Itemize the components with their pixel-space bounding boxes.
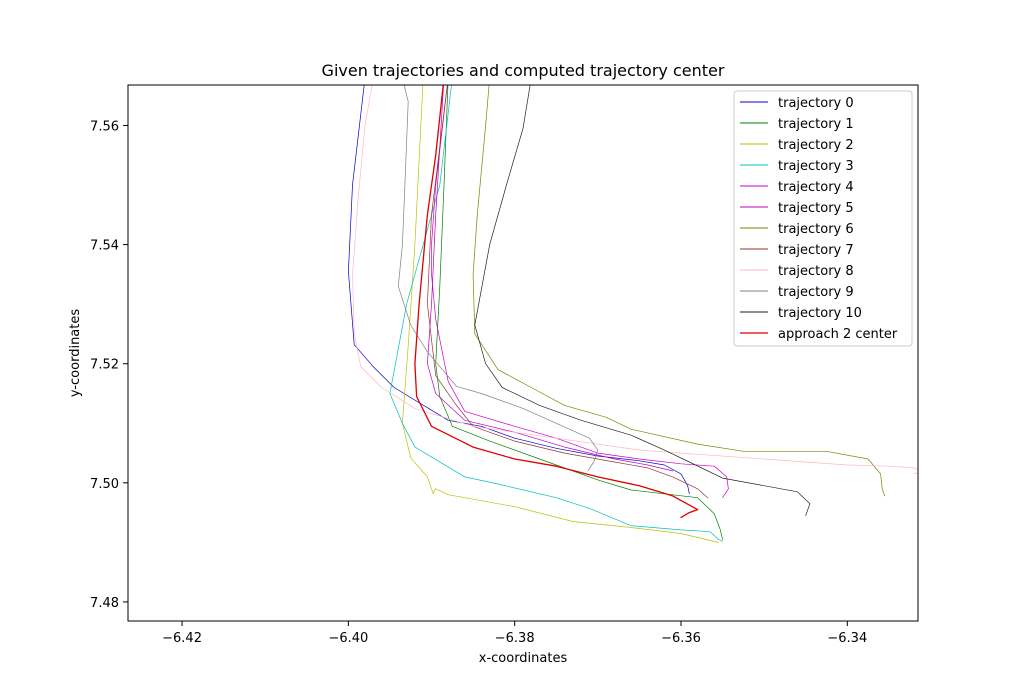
series-line-3 xyxy=(389,85,723,542)
series-layer xyxy=(348,85,918,543)
legend-label-6: trajectory 6 xyxy=(778,222,854,237)
legend-label-0: trajectory 0 xyxy=(778,96,854,111)
legend-label-5: trajectory 5 xyxy=(778,201,854,216)
x-tick-label-3: −6.36 xyxy=(661,631,701,646)
legend-label-3: trajectory 3 xyxy=(778,159,854,174)
series-line-8 xyxy=(352,85,918,475)
legend-label-8: trajectory 8 xyxy=(778,264,854,279)
y-tick-label-3: 7.54 xyxy=(90,239,119,254)
series-line-0 xyxy=(348,85,690,494)
y-tick-label-0: 7.48 xyxy=(90,596,119,611)
series-line-10 xyxy=(474,85,811,516)
y-tick-label-2: 7.52 xyxy=(90,358,119,373)
legend-label-4: trajectory 4 xyxy=(778,180,854,195)
y-tick-label-4: 7.56 xyxy=(90,119,119,134)
x-axis-ticks: −6.42 −6.40 −6.38 −6.36 −6.34 xyxy=(162,621,867,646)
legend-label-10: trajectory 10 xyxy=(778,306,862,321)
y-tick-label-1: 7.50 xyxy=(90,477,119,492)
series-line-2 xyxy=(402,85,719,543)
series-line-6 xyxy=(472,85,886,497)
y-axis-label: y-coordinates xyxy=(68,309,83,397)
series-line-4 xyxy=(431,85,729,499)
legend-label-7: trajectory 7 xyxy=(778,243,854,258)
legend-label-1: trajectory 1 xyxy=(778,117,854,132)
x-tick-label-4: −6.34 xyxy=(827,631,867,646)
plot-frame xyxy=(127,84,919,622)
series-line-1 xyxy=(435,85,723,540)
legend-items: trajectory 0 trajectory 1 trajectory 2 traj… xyxy=(740,96,898,342)
y-axis-ticks: 7.48 7.50 7.52 7.54 7.56 xyxy=(90,119,128,611)
series-line-7 xyxy=(427,85,708,499)
legend: trajectory 0 trajectory 1 trajectory 2 traj… xyxy=(733,90,913,347)
x-axis-label: x-coordinates xyxy=(479,651,568,666)
legend-label-11: approach 2 center xyxy=(778,327,898,342)
x-tick-label-0: −6.42 xyxy=(162,631,202,646)
legend-label-2: trajectory 2 xyxy=(778,138,854,153)
series-line-11 xyxy=(414,85,699,519)
legend-box xyxy=(733,90,913,347)
series-line-5 xyxy=(427,85,674,472)
x-tick-label-1: −6.40 xyxy=(328,631,368,646)
legend-label-9: trajectory 9 xyxy=(778,285,854,300)
chart-title: Given trajectories and computed trajecto… xyxy=(322,61,725,80)
x-tick-label-2: −6.38 xyxy=(495,631,535,646)
series-line-9 xyxy=(397,85,599,472)
